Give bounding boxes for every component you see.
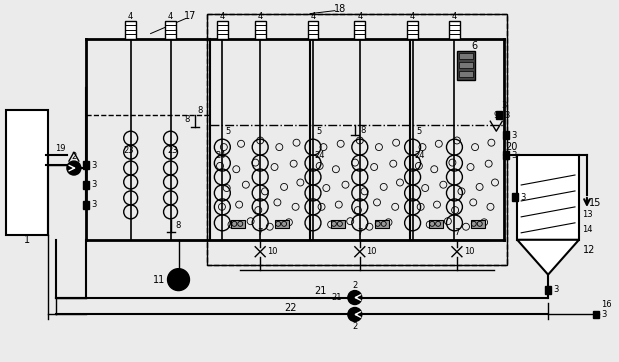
Bar xyxy=(407,21,418,38)
Text: 4: 4 xyxy=(357,12,363,21)
Bar xyxy=(125,21,136,38)
Text: 3: 3 xyxy=(511,131,517,140)
Text: 4: 4 xyxy=(220,12,225,21)
Text: 18: 18 xyxy=(334,4,346,14)
Text: 3: 3 xyxy=(504,111,510,120)
Bar xyxy=(83,181,89,189)
Bar xyxy=(593,311,599,319)
Bar xyxy=(449,21,460,38)
Text: 8: 8 xyxy=(176,221,181,230)
Text: 10: 10 xyxy=(267,247,277,256)
Text: 3: 3 xyxy=(91,161,97,169)
Bar xyxy=(512,193,518,201)
Bar xyxy=(459,54,474,59)
Bar xyxy=(165,21,176,38)
Bar xyxy=(457,51,475,80)
Text: 2: 2 xyxy=(352,322,357,331)
Bar xyxy=(6,110,48,235)
Text: 4: 4 xyxy=(452,12,457,21)
Text: 24: 24 xyxy=(314,151,325,160)
Text: 24: 24 xyxy=(414,151,425,160)
Text: 7: 7 xyxy=(357,228,363,237)
Text: 4: 4 xyxy=(258,12,263,21)
Text: 15: 15 xyxy=(589,198,601,208)
Text: 4: 4 xyxy=(410,12,415,21)
Bar xyxy=(545,286,551,294)
Bar xyxy=(374,220,389,228)
Text: 3: 3 xyxy=(91,181,97,189)
Bar xyxy=(308,21,318,38)
Text: 19: 19 xyxy=(54,144,65,153)
Text: 14: 14 xyxy=(582,225,592,234)
Circle shape xyxy=(348,291,361,304)
Text: 8: 8 xyxy=(197,106,203,115)
Bar xyxy=(517,155,579,240)
Text: 8: 8 xyxy=(185,115,190,124)
Text: 22: 22 xyxy=(284,303,297,312)
Text: 11: 11 xyxy=(152,275,165,285)
Text: 16: 16 xyxy=(602,300,612,309)
Text: 3: 3 xyxy=(91,201,97,209)
Text: 3: 3 xyxy=(601,310,607,319)
Bar xyxy=(354,21,365,38)
Text: 4: 4 xyxy=(128,12,133,21)
Bar xyxy=(496,111,502,119)
Bar xyxy=(429,220,443,228)
Bar xyxy=(471,220,485,228)
Text: 23: 23 xyxy=(123,146,134,155)
Bar xyxy=(207,14,507,265)
Text: 20: 20 xyxy=(505,142,517,152)
Text: 8: 8 xyxy=(360,126,365,135)
Text: 3: 3 xyxy=(511,151,517,160)
Text: 21: 21 xyxy=(314,286,326,296)
Text: 5: 5 xyxy=(416,127,421,136)
Text: 4: 4 xyxy=(310,12,316,21)
Text: 24: 24 xyxy=(215,151,225,160)
Bar xyxy=(275,220,289,228)
Bar xyxy=(254,21,266,38)
Bar xyxy=(459,71,474,77)
Polygon shape xyxy=(517,240,579,275)
Text: 5: 5 xyxy=(226,127,231,136)
Text: 6: 6 xyxy=(471,41,477,51)
Bar xyxy=(459,63,474,68)
Text: 2: 2 xyxy=(71,152,77,161)
Circle shape xyxy=(168,269,189,291)
Text: 4: 4 xyxy=(168,12,173,21)
Circle shape xyxy=(67,161,81,175)
Text: 3: 3 xyxy=(521,193,526,202)
Bar xyxy=(83,161,89,169)
Text: 13: 13 xyxy=(582,210,592,219)
Text: 5: 5 xyxy=(316,127,322,136)
Text: 2: 2 xyxy=(352,281,357,290)
Text: 9: 9 xyxy=(494,111,499,120)
Text: 10: 10 xyxy=(464,247,474,256)
Text: 3: 3 xyxy=(501,101,507,110)
Bar xyxy=(217,21,228,38)
Text: 1: 1 xyxy=(24,235,30,245)
Bar xyxy=(503,151,509,159)
Text: 12: 12 xyxy=(582,245,595,255)
Text: 23: 23 xyxy=(167,146,178,155)
Bar xyxy=(232,220,245,228)
Bar xyxy=(207,14,507,265)
Bar xyxy=(331,220,345,228)
Text: 7: 7 xyxy=(454,228,460,237)
Text: 21: 21 xyxy=(332,293,342,302)
Text: 3: 3 xyxy=(553,285,559,294)
Circle shape xyxy=(348,307,361,321)
Bar xyxy=(83,201,89,209)
Bar xyxy=(503,131,509,139)
Text: 10: 10 xyxy=(366,247,377,256)
Text: 17: 17 xyxy=(184,10,197,21)
Text: 7: 7 xyxy=(258,228,263,237)
